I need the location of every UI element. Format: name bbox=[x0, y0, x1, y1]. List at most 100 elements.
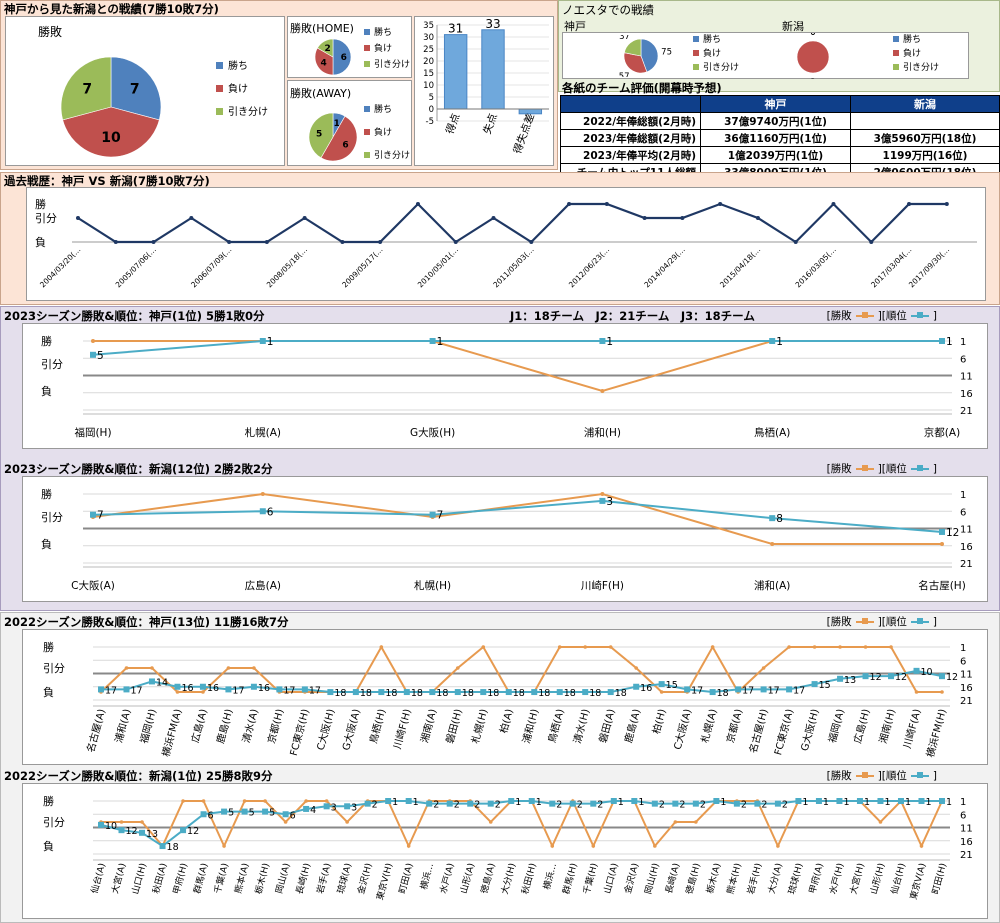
x-tick-label: 鹿島(A) bbox=[622, 707, 644, 744]
rank-point bbox=[836, 798, 843, 804]
rank-point bbox=[508, 798, 515, 804]
season-2-title: 2022シーズン勝敗&順位：神戸(13位) 11勝16敗7分 bbox=[4, 615, 289, 629]
rank-value-label: 5 bbox=[269, 808, 275, 819]
loss-slice-label: 57 bbox=[619, 72, 630, 77]
rank-value-label: 18 bbox=[564, 688, 576, 699]
x-tick-label: 甲府(A) bbox=[806, 862, 826, 895]
x-tick-label: 仙台(A) bbox=[88, 862, 108, 895]
result-point bbox=[140, 820, 144, 824]
legend-bracket: ] bbox=[932, 616, 937, 628]
win-slice bbox=[640, 38, 659, 73]
table-row: 2023/年俸総額(2月時) 36億1160万円(1位) 3億5960万円(18位) bbox=[560, 129, 1000, 147]
result-point bbox=[481, 645, 486, 649]
rank-point bbox=[610, 798, 617, 804]
result-point bbox=[175, 690, 180, 694]
x-tick-label: 浦和(H) bbox=[519, 707, 541, 745]
rank-point bbox=[633, 683, 640, 690]
result-point bbox=[283, 820, 288, 824]
rank-point bbox=[877, 798, 884, 804]
rank-value-label: 13 bbox=[146, 829, 158, 840]
rank-value-label: 4 bbox=[310, 805, 316, 816]
legend-rank-swatch bbox=[910, 312, 929, 318]
x-tick-label: 横浜… bbox=[541, 862, 560, 891]
history-point bbox=[189, 216, 194, 220]
x-tick-label: 2012/06/23(… bbox=[567, 245, 611, 289]
rank-point bbox=[684, 686, 691, 693]
category-label: 得失点差 bbox=[511, 112, 538, 156]
rank-value-label: 18 bbox=[615, 688, 627, 699]
rank-point bbox=[250, 683, 257, 690]
x-tick-label: 湘南(A) bbox=[418, 707, 440, 744]
rank-value-label: 2 bbox=[372, 800, 378, 811]
legend-marker bbox=[916, 312, 923, 318]
rank-point bbox=[939, 528, 945, 535]
rank-point bbox=[200, 811, 207, 818]
legend-win: 勝ち bbox=[374, 105, 393, 115]
result-point bbox=[914, 690, 919, 694]
legend-wl-swatch bbox=[855, 772, 874, 778]
season-0-panel: 勝引分負 1 6 11 16 21 5 1 1 1 1 1 福岡(H) 札幌(A) G大阪(H) 浦和(H) 鳥… bbox=[22, 310, 988, 449]
eval-title: 各紙のチーム評価(開幕時予想) bbox=[562, 81, 722, 95]
rank-value-label: 16 bbox=[640, 683, 652, 694]
rank-value-label: 3 bbox=[606, 496, 613, 508]
result-point bbox=[659, 690, 664, 694]
draw-slice-label: 0 bbox=[810, 33, 815, 38]
x-tick-label: 2015/04/18(… bbox=[718, 245, 762, 289]
legend-marker bbox=[861, 465, 868, 471]
rank-value-label: 1 bbox=[720, 797, 726, 808]
rank-value-label: 12 bbox=[126, 826, 138, 837]
x-tick-label: 浦和(H) bbox=[584, 426, 621, 439]
y-tick-label: -5 bbox=[426, 117, 434, 127]
y-axis-label: 勝 bbox=[41, 487, 52, 501]
rank-value-label: 1 bbox=[536, 797, 542, 808]
h2h-title: 神戸から見た新潟との戦績(7勝10敗7分) bbox=[4, 2, 219, 16]
x-tick-label: 清水(A) bbox=[239, 707, 261, 744]
rank-point bbox=[713, 798, 720, 804]
result-point bbox=[260, 492, 265, 496]
x-tick-label: 徳島(H) bbox=[683, 862, 703, 896]
legend-bracket: [ bbox=[826, 310, 831, 322]
rank-value-label: 18 bbox=[411, 688, 423, 699]
season-3-title: 2022シーズン勝敗&順位：新潟(1位) 25勝8敗9分 bbox=[4, 769, 273, 783]
eval-kobe-value: 1億2039万円(1位) bbox=[700, 146, 851, 164]
rank-value-label: 6 bbox=[208, 810, 214, 821]
rank-value-label: 17 bbox=[742, 685, 754, 696]
rank-value-label: 18 bbox=[589, 688, 601, 699]
rank-point bbox=[760, 686, 767, 693]
rank-value-label: 16 bbox=[207, 683, 219, 694]
legend-loss: 負け bbox=[374, 128, 393, 138]
noesta-niigata-label: 新潟 bbox=[782, 20, 804, 33]
season-3-panel: 勝引分負 1 6 11 16 21 10 12 13 18 12 6 5 5 5 6 4 3 3 2 1 1 2 2 2 2 1 1 2… bbox=[22, 770, 988, 919]
result-line bbox=[93, 340, 942, 393]
x-tick-label: 水戸(A) bbox=[437, 862, 457, 895]
rank-tick-label: 1 bbox=[960, 643, 966, 654]
season-legend: [勝敗][順位] bbox=[827, 614, 937, 629]
history-point bbox=[378, 240, 383, 244]
rank-value-label: 2 bbox=[474, 800, 480, 811]
history-point bbox=[151, 240, 156, 244]
history-point bbox=[453, 240, 458, 244]
x-tick-label: 町田(H) bbox=[930, 862, 949, 896]
h2h-away-panel: 勝敗(AWAY) 1 6 5 勝ち 負け 引き分け bbox=[287, 80, 412, 166]
rank-point bbox=[241, 808, 248, 815]
rank-point bbox=[259, 508, 266, 515]
rank-point bbox=[118, 827, 125, 834]
h2h-home-legend: 勝ち 負け 引き分け bbox=[364, 25, 410, 73]
rank-point bbox=[429, 338, 436, 344]
rank-value-label: 13 bbox=[844, 675, 856, 686]
x-tick-label: 清水(H) bbox=[570, 707, 592, 745]
x-tick-label: 京都(H) bbox=[265, 707, 287, 745]
loss-slice bbox=[62, 106, 160, 158]
result-point bbox=[770, 542, 775, 546]
legend-loss: 負け bbox=[228, 84, 248, 95]
draw-swatch bbox=[364, 61, 370, 67]
rank-point bbox=[939, 338, 945, 344]
rank-value-label: 18 bbox=[487, 688, 499, 699]
rank-value-label: 2 bbox=[679, 800, 685, 811]
legend-rank-swatch bbox=[910, 618, 929, 624]
x-tick-label: 川崎F(H) bbox=[391, 707, 414, 750]
legend-marker bbox=[861, 772, 868, 778]
